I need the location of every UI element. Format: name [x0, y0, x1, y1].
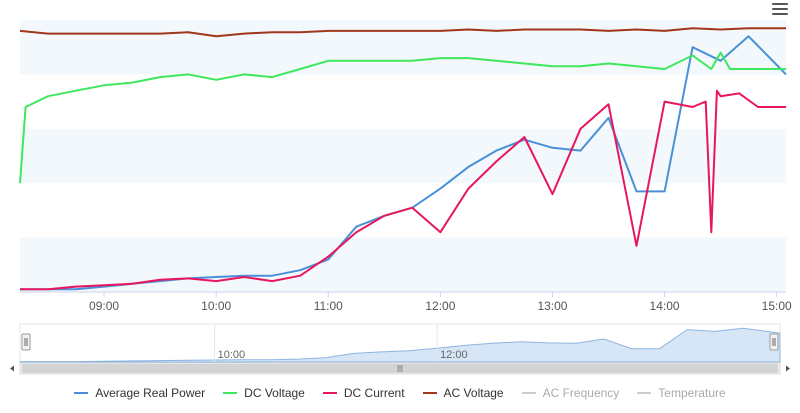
legend-item-average-real-power[interactable]: Average Real Power: [74, 386, 205, 400]
navigator-tick-label: 12:00: [440, 349, 468, 361]
legend-swatch: [223, 392, 238, 394]
x-tick-label: 12:00: [425, 299, 455, 313]
series-line-dc-current: [20, 89, 786, 291]
x-tick-label: 13:00: [537, 299, 567, 313]
navigator-tick-label: 10:00: [218, 349, 246, 361]
legend-swatch: [637, 392, 652, 394]
navigator-handle-right[interactable]: [769, 333, 779, 351]
legend-swatch: [74, 392, 89, 394]
chart-legend: Average Real Power DC Voltage DC Current AC…: [0, 386, 800, 400]
legend-item-dc-voltage[interactable]: DC Voltage: [223, 386, 305, 400]
plot-band: [20, 20, 786, 75]
navigator-series-area: [19, 327, 781, 363]
legend-item-dc-current[interactable]: DC Current: [322, 386, 405, 400]
legend-item-ac-voltage[interactable]: AC Voltage: [422, 386, 504, 400]
legend-item-temperature[interactable]: Temperature: [637, 386, 726, 400]
scroll-right-arrow-icon: [786, 365, 790, 372]
x-tick-label: 15:00: [762, 299, 792, 313]
legend-label: DC Voltage: [244, 386, 305, 400]
legend-label: Temperature: [658, 386, 726, 400]
scroll-left-arrow-icon: [10, 365, 14, 372]
legend-label: AC Voltage: [443, 386, 504, 400]
legend-label: Average Real Power: [95, 386, 206, 400]
series-line-dc-voltage: [19, 51, 786, 184]
x-tick-label: 09:00: [89, 299, 119, 313]
legend-swatch: [521, 392, 536, 394]
series-line-ac-voltage: [19, 27, 786, 38]
chart-menu-icon[interactable]: [770, 0, 790, 18]
navigator-handle-left[interactable]: [21, 333, 31, 351]
legend-swatch: [422, 392, 437, 394]
x-tick-label: 14:00: [650, 299, 680, 313]
legend-label: AC Frequency: [542, 386, 620, 400]
x-tick-label: 10:00: [201, 299, 231, 313]
legend-item-ac-frequency[interactable]: AC Frequency: [521, 386, 620, 400]
x-tick-label: 11:00: [314, 299, 343, 313]
legend-label: DC Current: [343, 386, 405, 400]
legend-swatch: [322, 392, 337, 394]
